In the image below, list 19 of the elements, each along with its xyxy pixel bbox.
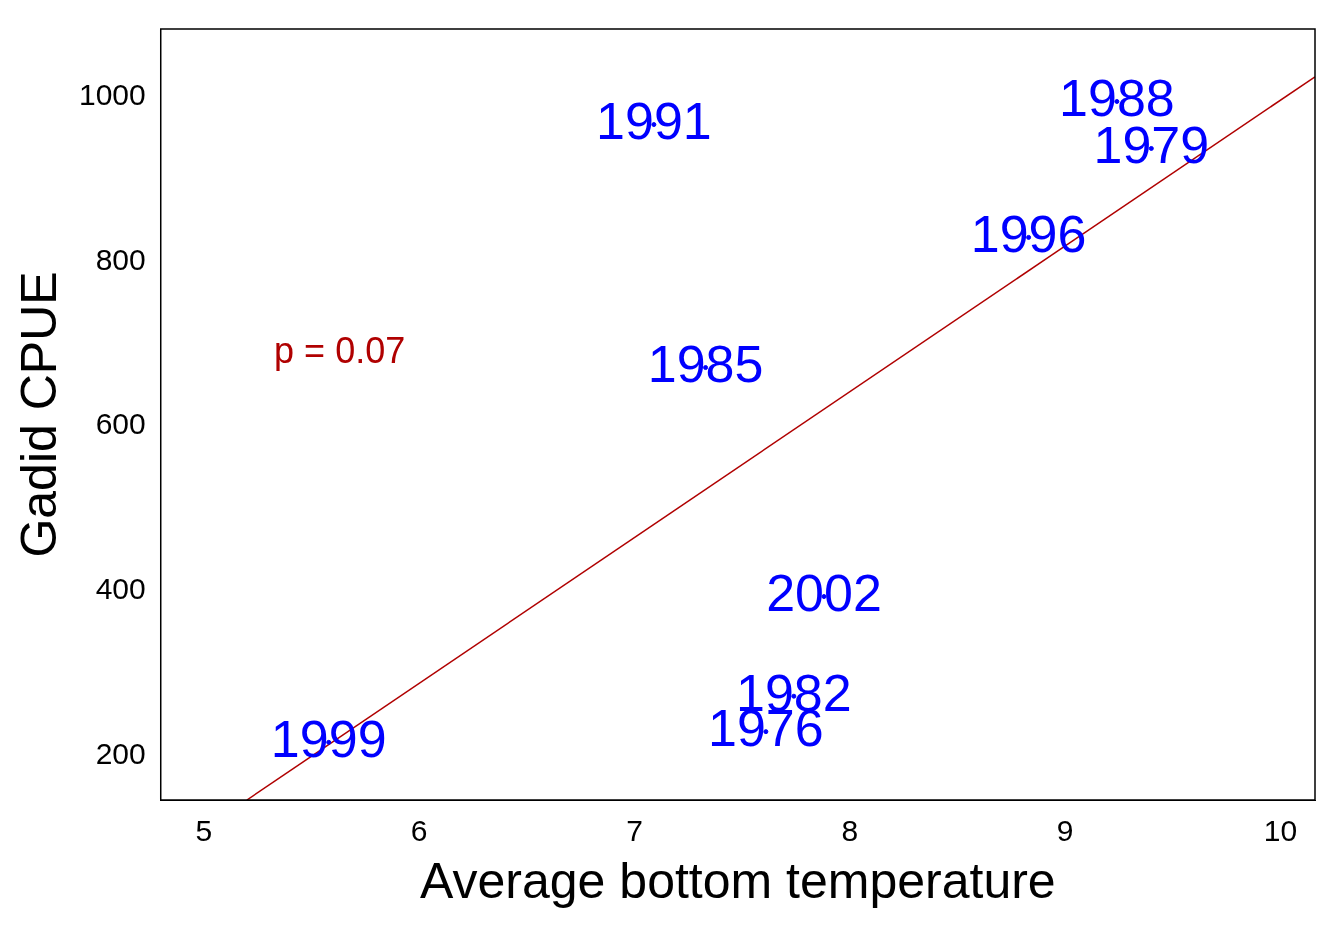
- x-tick-label: 7: [626, 814, 643, 848]
- x-tick-label: 8: [841, 814, 859, 848]
- annotation: p = 0.07: [274, 329, 406, 371]
- x-tick-label: 6: [410, 814, 428, 848]
- y-tick-label: 800: [95, 242, 146, 276]
- y-tick-label: 400: [95, 572, 146, 606]
- y-tick-label: 600: [95, 407, 146, 441]
- x-axis-title: Average bottom temperature: [420, 852, 1056, 909]
- annotation: 1988: [1059, 68, 1175, 127]
- annotation: 1996: [970, 204, 1087, 263]
- annotation: 2002: [766, 563, 882, 622]
- x-tick-label: 5: [195, 814, 213, 848]
- annotation: 1991: [596, 91, 712, 150]
- x-tick-label: 9: [1056, 814, 1074, 848]
- annotation: 1985: [647, 334, 764, 393]
- x-tick-label: 10: [1263, 814, 1298, 848]
- y-tick-label: 1000: [78, 77, 146, 111]
- y-axis-title: Gadid CPUE: [10, 271, 67, 558]
- y-tick-label: 200: [95, 736, 146, 770]
